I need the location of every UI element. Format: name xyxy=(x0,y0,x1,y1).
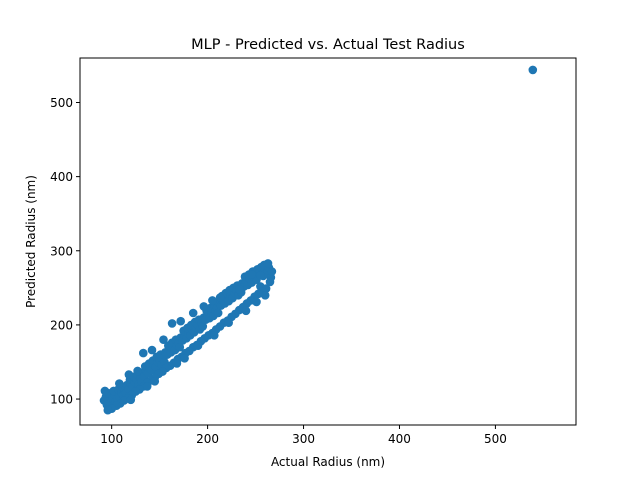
data-point xyxy=(180,354,189,363)
y-tick-label: 500 xyxy=(50,96,73,110)
data-point xyxy=(147,345,157,355)
y-tick-label: 200 xyxy=(50,318,73,332)
data-point xyxy=(252,297,261,307)
data-point xyxy=(247,270,256,279)
plot-frame xyxy=(79,57,577,426)
x-tick-label: 100 xyxy=(100,432,123,446)
data-point xyxy=(265,277,275,287)
data-point xyxy=(126,395,136,405)
data-point xyxy=(167,319,177,328)
data-point xyxy=(193,341,203,351)
data-points xyxy=(99,65,538,415)
data-point xyxy=(199,302,209,311)
x-axis-label: Actual Radius (nm) xyxy=(271,455,385,469)
data-point xyxy=(256,270,265,280)
y-axis: 100 200 300 400 500 xyxy=(50,96,80,407)
x-tick-label: 300 xyxy=(292,432,315,446)
data-point xyxy=(198,322,208,331)
y-tick-label: 100 xyxy=(50,393,73,407)
y-axis-label: Predicted Radius (nm) xyxy=(24,175,38,308)
chart-title: MLP - Predicted vs. Actual Test Radius xyxy=(191,37,465,53)
data-point xyxy=(100,386,110,396)
data-point xyxy=(142,382,152,391)
data-point xyxy=(528,65,538,75)
data-point xyxy=(267,267,277,276)
data-point xyxy=(263,259,273,268)
data-point xyxy=(208,296,217,305)
data-point xyxy=(175,342,185,352)
data-point xyxy=(260,291,270,300)
x-tick-label: 200 xyxy=(196,432,219,446)
data-point xyxy=(188,308,198,318)
data-point xyxy=(124,370,134,379)
data-point xyxy=(235,285,244,294)
data-point xyxy=(150,377,160,386)
data-point xyxy=(241,306,251,316)
data-point xyxy=(176,316,185,326)
y-tick-label: 300 xyxy=(50,244,73,258)
data-point xyxy=(172,359,182,368)
data-point xyxy=(224,318,233,328)
data-point xyxy=(115,379,124,388)
data-point xyxy=(159,335,168,345)
data-point xyxy=(133,366,142,376)
x-axis: 100 200 300 400 500 xyxy=(100,425,507,446)
data-point xyxy=(103,405,113,415)
data-point xyxy=(215,293,225,302)
x-tick-label: 500 xyxy=(484,432,507,446)
data-point xyxy=(139,348,148,358)
y-tick-label: 400 xyxy=(50,170,73,184)
x-tick-label: 400 xyxy=(388,432,411,446)
data-point xyxy=(210,331,219,340)
data-point xyxy=(213,308,223,318)
